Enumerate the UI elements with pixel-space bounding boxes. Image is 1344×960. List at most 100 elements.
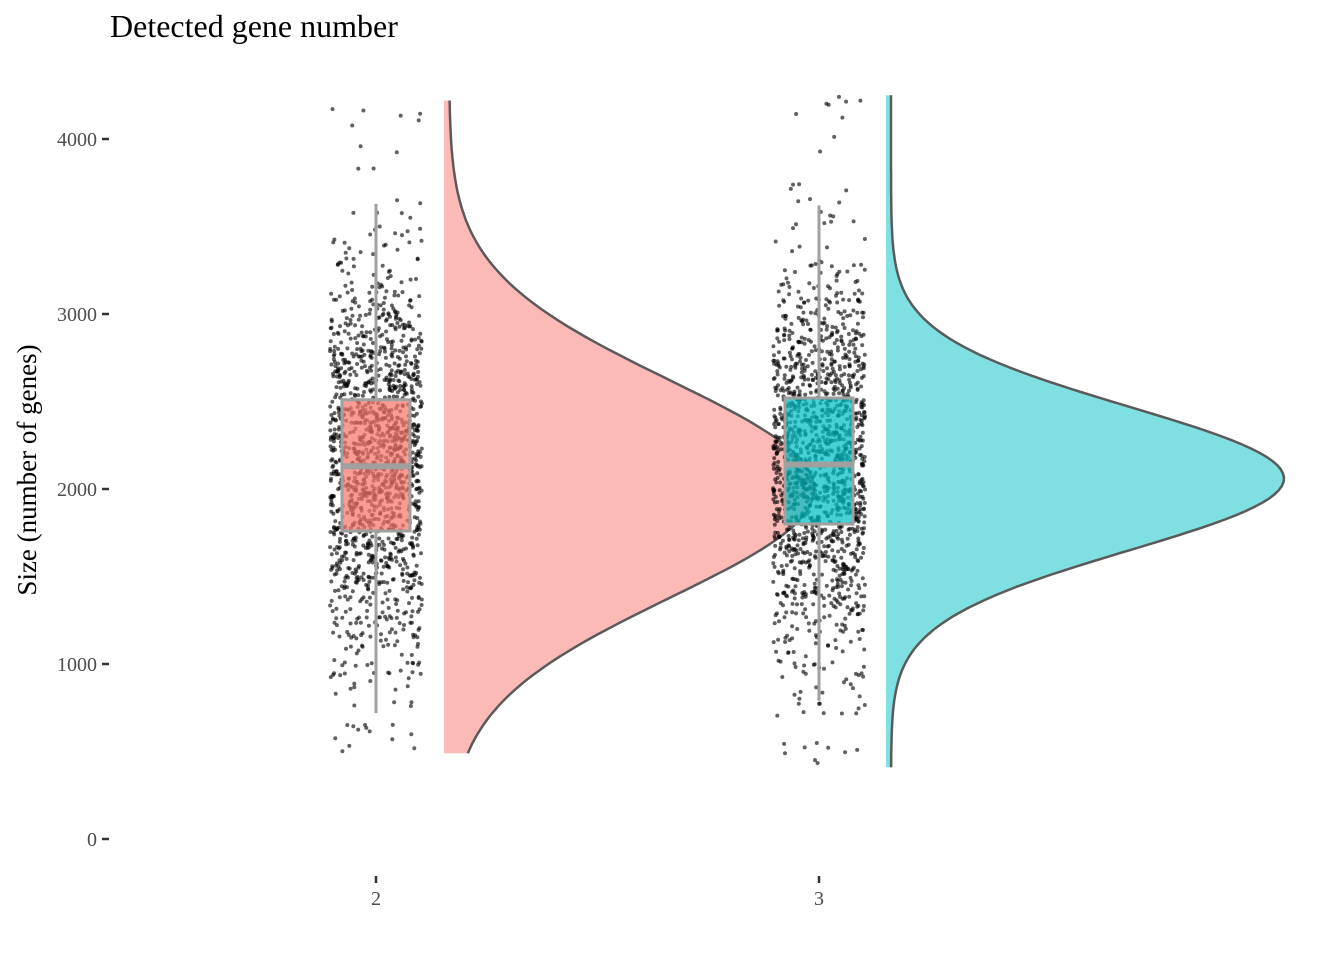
data-point <box>390 339 395 344</box>
data-point <box>418 331 423 336</box>
data-point <box>823 527 828 532</box>
data-point <box>330 399 335 404</box>
data-point <box>834 598 839 603</box>
data-point <box>393 316 398 321</box>
data-point <box>331 357 336 362</box>
data-point <box>790 346 795 351</box>
data-point <box>822 221 827 226</box>
data-point <box>847 298 852 303</box>
data-point <box>856 422 861 427</box>
data-point <box>776 350 781 355</box>
data-point <box>371 387 376 392</box>
data-point <box>337 294 342 299</box>
data-point <box>353 336 358 341</box>
data-point <box>809 339 813 344</box>
data-point <box>846 332 851 336</box>
data-point <box>415 471 420 476</box>
data-point <box>847 594 852 599</box>
data-point <box>853 507 858 511</box>
data-point <box>368 337 373 341</box>
data-point <box>835 582 840 587</box>
data-point <box>328 603 333 608</box>
data-point <box>789 321 794 326</box>
data-point <box>387 614 392 619</box>
data-point <box>416 370 421 374</box>
data-point <box>339 260 344 265</box>
data-point <box>381 311 386 316</box>
data-point <box>861 484 866 489</box>
data-point <box>851 263 856 268</box>
data-point <box>391 577 396 582</box>
data-point <box>353 567 358 572</box>
data-point <box>356 317 361 322</box>
data-point <box>851 308 856 313</box>
data-point <box>384 329 389 334</box>
data-point <box>413 398 418 403</box>
data-point <box>403 362 408 367</box>
data-point <box>857 488 862 493</box>
data-point <box>851 551 856 555</box>
data-point <box>823 550 828 554</box>
data-point <box>390 389 395 393</box>
data-point <box>364 583 369 587</box>
data-point <box>336 331 341 336</box>
data-point <box>813 641 818 646</box>
data-point <box>862 506 866 511</box>
data-point <box>328 495 333 500</box>
data-point <box>329 509 334 514</box>
data-point <box>829 349 834 354</box>
data-point <box>386 340 391 344</box>
data-point <box>851 565 856 570</box>
data-point <box>862 526 866 531</box>
data-point <box>822 544 827 549</box>
data-point <box>845 314 850 318</box>
data-point <box>350 123 355 128</box>
data-point <box>844 677 849 682</box>
data-point <box>352 685 357 690</box>
data-point <box>793 363 797 368</box>
data-point <box>777 468 781 473</box>
data-point <box>834 338 839 342</box>
data-point <box>839 530 844 534</box>
data-point <box>851 219 856 224</box>
data-point <box>331 525 336 530</box>
data-point <box>356 354 361 359</box>
data-point <box>419 488 424 493</box>
data-point <box>773 434 778 439</box>
data-point <box>390 722 395 727</box>
data-point <box>862 459 867 464</box>
data-point <box>771 497 776 502</box>
data-point <box>807 563 812 568</box>
data-point <box>807 353 811 357</box>
data-point <box>852 372 857 377</box>
data-point <box>380 610 385 615</box>
data-point <box>859 594 864 599</box>
data-point <box>397 316 402 321</box>
data-point <box>825 391 830 396</box>
data-point <box>383 242 388 247</box>
data-point <box>822 615 827 620</box>
data-point <box>779 442 783 447</box>
data-point <box>771 486 776 491</box>
data-point <box>847 388 851 393</box>
data-point <box>790 554 795 558</box>
data-point <box>379 571 384 576</box>
data-point <box>368 299 373 304</box>
data-point <box>393 545 398 550</box>
data-point <box>842 346 847 351</box>
data-point <box>334 623 339 628</box>
data-point <box>795 602 799 607</box>
data-point <box>802 375 807 380</box>
data-point <box>861 674 866 679</box>
data-point <box>419 603 424 607</box>
data-point <box>331 630 336 635</box>
data-point <box>837 573 842 578</box>
data-point <box>351 724 356 729</box>
data-point <box>861 664 866 669</box>
data-point <box>332 658 337 663</box>
data-point <box>857 637 862 641</box>
data-point <box>405 684 410 689</box>
data-point <box>383 355 388 360</box>
data-point <box>836 310 841 314</box>
data-point <box>328 675 333 680</box>
